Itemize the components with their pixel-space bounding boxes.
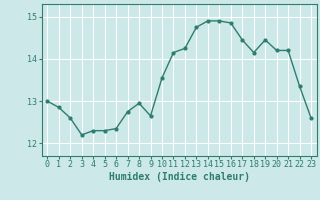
X-axis label: Humidex (Indice chaleur): Humidex (Indice chaleur)	[109, 172, 250, 182]
